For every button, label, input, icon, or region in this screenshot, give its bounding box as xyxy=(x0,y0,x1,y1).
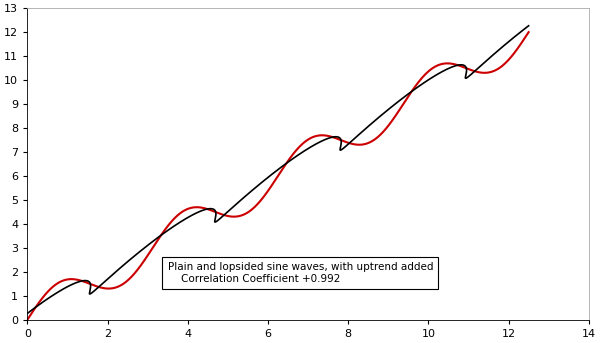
Text: Plain and lopsided sine waves, with uptrend added
    Correlation Coefficient +0: Plain and lopsided sine waves, with uptr… xyxy=(167,262,433,284)
